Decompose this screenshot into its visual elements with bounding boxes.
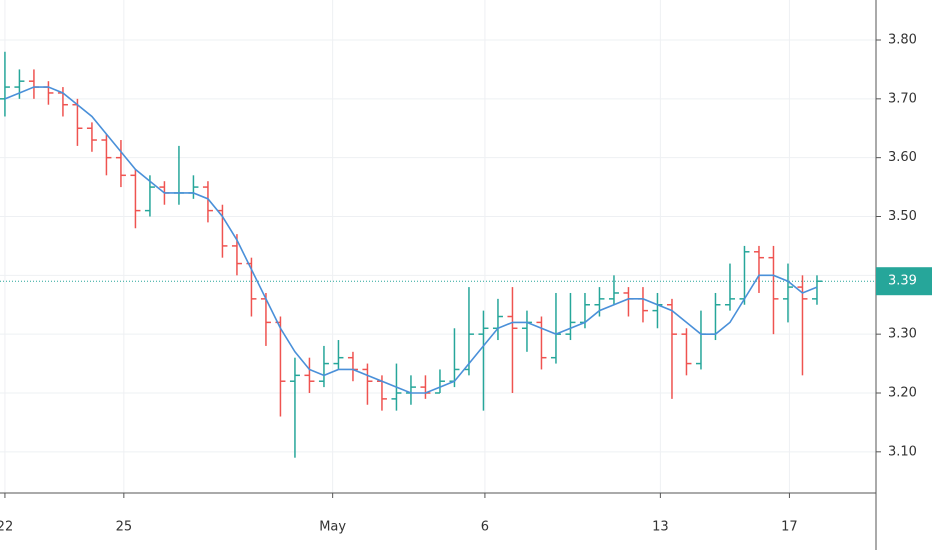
ohlc-bar bbox=[115, 140, 126, 188]
ohlc-bar bbox=[594, 287, 605, 317]
ohlc-bar bbox=[0, 51, 10, 117]
ohlc-bar bbox=[652, 292, 663, 329]
ohlc-bar bbox=[101, 134, 112, 176]
ohlc-bar bbox=[463, 287, 474, 376]
ohlc-bar bbox=[130, 169, 141, 229]
x-tick-label: 25 bbox=[116, 520, 133, 535]
ohlc-bar bbox=[202, 181, 213, 223]
ohlc-bar bbox=[43, 81, 54, 105]
ohlc-bar bbox=[478, 310, 489, 411]
y-tick-label: 3.10 bbox=[888, 444, 917, 459]
ohlc-bar bbox=[724, 263, 735, 311]
ohlc-bar bbox=[565, 292, 576, 341]
ohlc-bar bbox=[536, 316, 547, 370]
ohlc-bar bbox=[521, 310, 532, 352]
y-tick-label: 3.20 bbox=[888, 385, 917, 400]
last-price-label: 3.39 bbox=[888, 274, 917, 289]
ohlc-bar bbox=[246, 257, 257, 317]
ohlc-bar bbox=[28, 69, 39, 99]
ohlc-bar bbox=[666, 298, 677, 399]
ohlc-bar bbox=[72, 98, 83, 146]
ohlc-bar bbox=[550, 292, 561, 364]
ohlc-bar bbox=[811, 275, 822, 305]
ohlc-bar bbox=[608, 275, 619, 305]
x-tick-label: 6 bbox=[481, 520, 489, 535]
ohlc-bar bbox=[333, 340, 344, 370]
ohlc-bar bbox=[14, 69, 25, 99]
y-tick-label: 3.50 bbox=[888, 209, 917, 224]
ohlc-bar bbox=[347, 351, 358, 382]
moving-average bbox=[4, 86, 818, 394]
ohlc-bar bbox=[318, 345, 329, 388]
ohlc-bar bbox=[275, 316, 286, 417]
y-tick-label: 3.80 bbox=[888, 33, 917, 48]
ohlc-bar bbox=[695, 310, 706, 370]
ohlc-bar bbox=[260, 292, 271, 346]
ohlc-bar bbox=[782, 263, 793, 323]
ohlc-bar bbox=[86, 122, 97, 152]
ohlc-bar bbox=[420, 375, 431, 399]
ohlc-bar bbox=[449, 328, 460, 388]
ohlc-bar bbox=[768, 245, 779, 335]
x-tick-label: 17 bbox=[781, 520, 798, 535]
ohlc-bar bbox=[710, 292, 721, 341]
ohlc-bar bbox=[434, 369, 445, 394]
ohlc-bar bbox=[753, 245, 764, 293]
ohlc-bar bbox=[507, 287, 518, 393]
ohlc-bar bbox=[405, 375, 416, 405]
last-price-box bbox=[876, 267, 932, 296]
x-tick-label: 13 bbox=[652, 520, 669, 535]
y-tick-label: 3.30 bbox=[888, 327, 917, 342]
y-tick-label: 3.70 bbox=[888, 91, 917, 106]
ohlc-bar bbox=[289, 357, 300, 458]
y-tick-label: 3.60 bbox=[888, 150, 917, 165]
ohlc-bar bbox=[637, 287, 648, 323]
ohlc-bar bbox=[681, 328, 692, 376]
ohlc-bar bbox=[623, 287, 634, 317]
ohlc-bar bbox=[304, 357, 315, 393]
ohlc-bar bbox=[188, 175, 199, 199]
x-tick-label: May bbox=[319, 520, 346, 535]
ohlc-bar bbox=[362, 363, 373, 405]
ohlc-bar bbox=[173, 145, 184, 205]
x-tick-label: 22 bbox=[0, 520, 13, 535]
